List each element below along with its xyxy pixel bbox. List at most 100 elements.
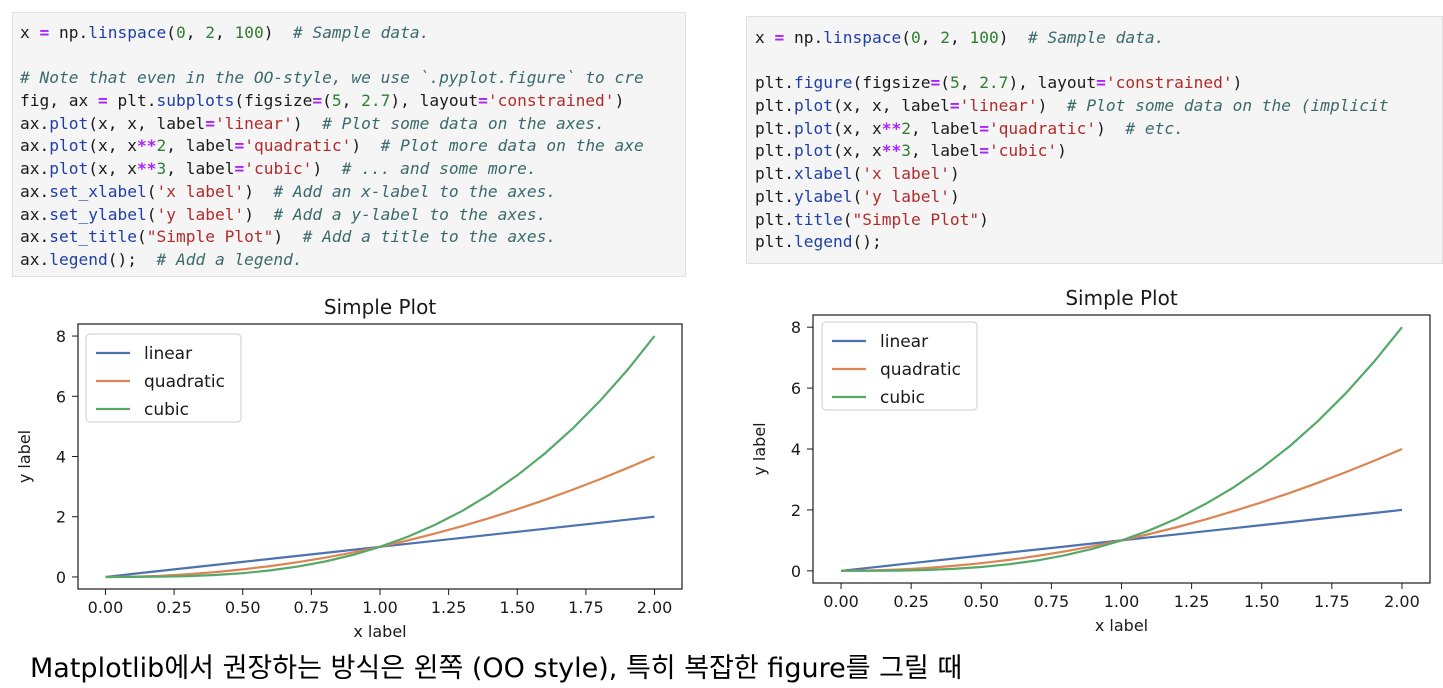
code-token: , label xyxy=(910,118,980,138)
code-token: 5 xyxy=(949,73,960,93)
code-token: # Plot more data on the axe xyxy=(380,136,644,156)
code-token: plot xyxy=(793,141,833,161)
code-token: # ... and some more. xyxy=(341,159,537,179)
code-token: ax. xyxy=(20,136,50,156)
code-token: 'x label' xyxy=(156,181,245,201)
code-token: ) xyxy=(244,204,274,224)
code-token: = xyxy=(979,141,989,161)
series-line-cubic xyxy=(105,335,656,579)
y-axis-label: y label xyxy=(15,430,34,483)
code-line: ax.set_xlabel('x label') # Add an x-labe… xyxy=(20,181,685,204)
y-tick-label: 2 xyxy=(56,508,66,527)
code-block-pyplot-style: x = np.linspace(0, 2, 100) # Sample data… xyxy=(746,16,1443,264)
code-token: = xyxy=(312,91,323,111)
x-tick-label: 1.00 xyxy=(1104,592,1140,611)
code-token: , xyxy=(949,28,970,47)
code-token: 100 xyxy=(234,23,264,42)
legend-box xyxy=(821,321,978,411)
x-tick-label: 0.25 xyxy=(893,592,929,611)
x-axis-label: x label xyxy=(353,622,406,641)
code-token: linspace xyxy=(823,28,902,47)
code-token: ) xyxy=(351,136,381,156)
code-token: 'constrained' xyxy=(1105,73,1233,93)
code-token: ) xyxy=(292,113,323,133)
code-line: x = np.linspace(0, 2, 100) # Sample data… xyxy=(20,22,685,45)
code-token: legend xyxy=(793,232,853,252)
code-token: # Add a legend. xyxy=(156,249,303,269)
code-token: ( xyxy=(146,181,157,201)
code-token: 'linear' xyxy=(214,113,293,133)
chart-title: Simple Plot xyxy=(1065,286,1178,310)
code-token: plt. xyxy=(755,118,794,138)
code-token: ), layout xyxy=(1008,73,1097,93)
code-line: x = np.linspace(0, 2, 100) # Sample data… xyxy=(755,27,1442,50)
code-line: plt.plot(x, x**3, label='cubic') xyxy=(755,140,1442,163)
code-token: (); xyxy=(107,249,157,269)
code-token: (figsize xyxy=(852,73,931,93)
legend-label-linear: linear xyxy=(144,344,192,364)
code-token: # Sample data. xyxy=(1027,28,1165,47)
code-token: ax. xyxy=(20,159,50,179)
x-tick-label: 1.25 xyxy=(1174,592,1210,611)
y-tick-label: 2 xyxy=(791,501,801,520)
code-token: ) xyxy=(1057,141,1067,161)
x-tick-label: 2.00 xyxy=(1384,592,1420,611)
code-token: plot xyxy=(793,96,833,116)
code-token: (); xyxy=(852,232,882,252)
code-token: ) xyxy=(1037,96,1067,116)
code-token: = xyxy=(205,113,215,133)
code-token: (x, x xyxy=(832,141,882,161)
code-token: plt. xyxy=(755,141,794,161)
code-token: figure xyxy=(793,73,853,93)
code-token: ) xyxy=(1232,73,1243,93)
code-token: 3 xyxy=(156,159,167,179)
code-token: = xyxy=(234,159,245,179)
code-token: x xyxy=(20,23,40,42)
code-token: set_ylabel xyxy=(49,204,147,224)
code-token: ) xyxy=(949,164,960,184)
code-token: ax. xyxy=(20,113,50,133)
code-token: 0 xyxy=(910,28,921,47)
code-token: 100 xyxy=(969,28,999,47)
series-line-cubic xyxy=(841,326,1403,572)
code-token: 5 xyxy=(331,91,342,111)
code-token: (x, x xyxy=(88,159,137,179)
code-token: ( xyxy=(842,209,853,229)
code-token: (figsize xyxy=(234,91,313,111)
x-tick-label: 0.00 xyxy=(88,598,124,617)
y-tick-label: 6 xyxy=(791,379,801,398)
code-token: ) xyxy=(998,28,1028,47)
code-token: 'quadratic' xyxy=(244,136,352,156)
code-token: # Add a title to the axes. xyxy=(302,227,557,247)
code-token: , label xyxy=(166,159,235,179)
code-token: 'quadratic' xyxy=(988,118,1097,138)
code-token: "Simple Plot" xyxy=(146,227,274,247)
x-tick-label: 0.75 xyxy=(1034,592,1070,611)
code-token: ** xyxy=(881,141,902,161)
code-line: plt.xlabel('x label') xyxy=(755,163,1442,186)
code-token: ( xyxy=(852,164,863,184)
y-axis-label: y label xyxy=(750,422,769,475)
x-tick-label: 0.00 xyxy=(823,592,859,611)
code-token: # Add a y-label to the axes. xyxy=(273,204,547,224)
y-tick-label: 4 xyxy=(56,448,66,467)
code-token: plot xyxy=(49,136,89,156)
code-token: = xyxy=(478,91,488,111)
code-token: subplots xyxy=(156,91,235,111)
y-tick-label: 4 xyxy=(791,440,801,459)
code-token: 'cubic' xyxy=(988,141,1058,161)
code-token: linspace xyxy=(88,23,167,42)
legend-label-quadratic: quadratic xyxy=(144,372,225,392)
x-tick-label: 1.25 xyxy=(431,598,467,617)
code-token: 'cubic' xyxy=(244,159,313,179)
code-line: plt.figure(figsize=(5, 2.7), layout='con… xyxy=(755,72,1442,95)
x-tick-label: 1.75 xyxy=(1314,592,1350,611)
code-line: ax.set_ylabel('y label') # Add a y-label… xyxy=(20,204,685,227)
x-tick-label: 1.00 xyxy=(362,598,398,617)
x-tick-label: 0.50 xyxy=(225,598,261,617)
code-line xyxy=(755,50,1442,73)
legend-label-cubic: cubic xyxy=(144,400,189,420)
code-token: ) xyxy=(273,227,303,247)
code-token: ( xyxy=(146,204,157,224)
code-token: (x, x, label xyxy=(88,113,206,133)
